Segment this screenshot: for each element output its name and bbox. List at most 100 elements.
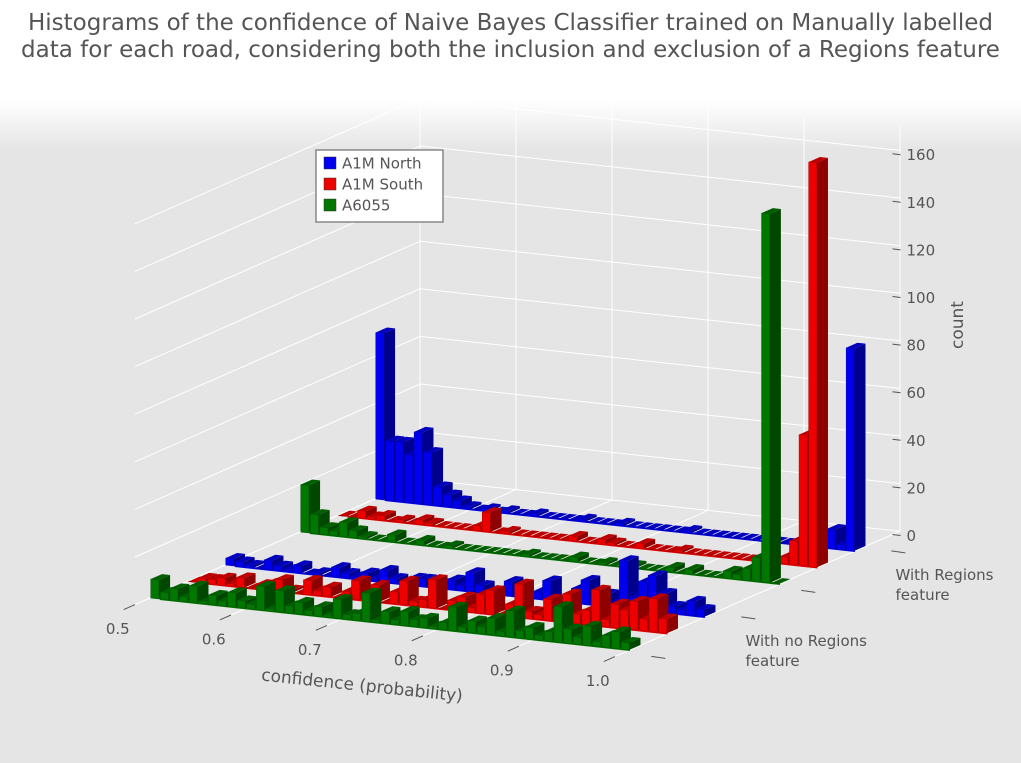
bar-side: [585, 514, 597, 522]
bar-front: [380, 610, 390, 625]
legend-label: A1M South: [342, 176, 423, 194]
bar-top: [237, 595, 257, 602]
bar: [588, 558, 609, 565]
bar-front: [405, 522, 414, 524]
bar-top: [275, 585, 295, 592]
bar-top: [367, 534, 388, 541]
bar-top: [502, 548, 522, 555]
bar-front: [466, 606, 475, 613]
bar-front: [620, 609, 629, 630]
bar-front: [302, 573, 311, 575]
bar-front: [463, 528, 472, 531]
bar-side: [365, 506, 377, 519]
bar-front: [496, 630, 505, 637]
bar: [712, 551, 732, 558]
bar-front: [486, 617, 496, 636]
bar-top: [400, 605, 420, 612]
bar-top: [686, 595, 706, 602]
bar-front: [692, 533, 701, 535]
bar-top: [582, 620, 603, 627]
bar-front: [376, 514, 385, 521]
bar-top: [467, 615, 487, 622]
bar-side: [292, 585, 304, 593]
legend-label: A6055: [342, 197, 390, 215]
bar-top: [485, 585, 506, 591]
bar-front: [454, 548, 463, 550]
bar-top: [692, 528, 712, 535]
bar-top: [319, 522, 340, 528]
bar-front: [711, 535, 720, 537]
bar-front: [366, 516, 376, 520]
z-tick: [892, 438, 901, 441]
bar-front: [588, 563, 597, 565]
bar-top: [657, 587, 678, 594]
bar-front: [511, 534, 520, 536]
bar-front: [741, 559, 750, 561]
bar-front: [505, 610, 515, 638]
bar-side: [378, 580, 390, 603]
bar-top: [520, 530, 540, 537]
bar-top: [731, 553, 752, 560]
bar-side: [330, 582, 342, 598]
bar: [682, 525, 703, 534]
bar-front: [635, 542, 645, 549]
bar-front: [524, 626, 534, 640]
bar-top: [339, 517, 359, 523]
bar: [722, 552, 742, 559]
bar: [376, 510, 396, 521]
bar-top: [465, 567, 486, 573]
bar-front: [338, 515, 347, 517]
bar-front: [550, 558, 559, 561]
bar-front: [332, 598, 342, 619]
bar-top: [629, 595, 650, 602]
bar-front: [581, 609, 591, 626]
bar-top: [761, 208, 781, 214]
bar-front: [310, 513, 319, 535]
bar-front: [455, 585, 465, 592]
bar-top: [591, 584, 611, 591]
bar-front: [712, 555, 721, 558]
bar-top: [703, 570, 724, 577]
bar: [463, 544, 484, 551]
bar-front: [559, 539, 568, 541]
bar-top: [615, 517, 636, 524]
bar-top: [448, 601, 468, 608]
bar-side: [322, 602, 334, 617]
bar-front: [236, 576, 245, 588]
bar-front: [598, 561, 607, 566]
bar-front: [567, 519, 576, 522]
bar-front: [385, 440, 394, 502]
bar-top: [606, 519, 626, 525]
bar-top: [540, 553, 561, 559]
bar: [646, 564, 666, 571]
bar-front: [722, 556, 731, 559]
bar-front: [375, 332, 385, 501]
bar-front: [408, 600, 418, 607]
bar-front: [395, 519, 405, 523]
bar-front: [502, 553, 511, 556]
bar-front: [329, 530, 338, 537]
bar: [501, 525, 521, 535]
bar-front: [587, 542, 596, 544]
bar: [357, 505, 377, 519]
bar-top: [395, 514, 416, 521]
bar-front: [321, 575, 330, 577]
bar-top: [273, 560, 294, 567]
bar-front: [529, 513, 538, 517]
bar-front: [521, 553, 530, 558]
bar-front: [654, 528, 663, 531]
bar-top: [435, 541, 455, 548]
bar: [596, 518, 616, 525]
bar-top: [654, 524, 674, 531]
bar-front: [663, 530, 672, 532]
bar-front: [694, 574, 703, 576]
bar-front: [591, 589, 600, 627]
bar-top: [473, 545, 493, 552]
bar: [511, 550, 532, 557]
bar: [771, 578, 791, 585]
bar: [540, 553, 561, 560]
bar-top: [712, 551, 732, 558]
bar-top: [425, 540, 445, 547]
bar-top: [667, 600, 687, 607]
bar-top: [331, 562, 351, 568]
